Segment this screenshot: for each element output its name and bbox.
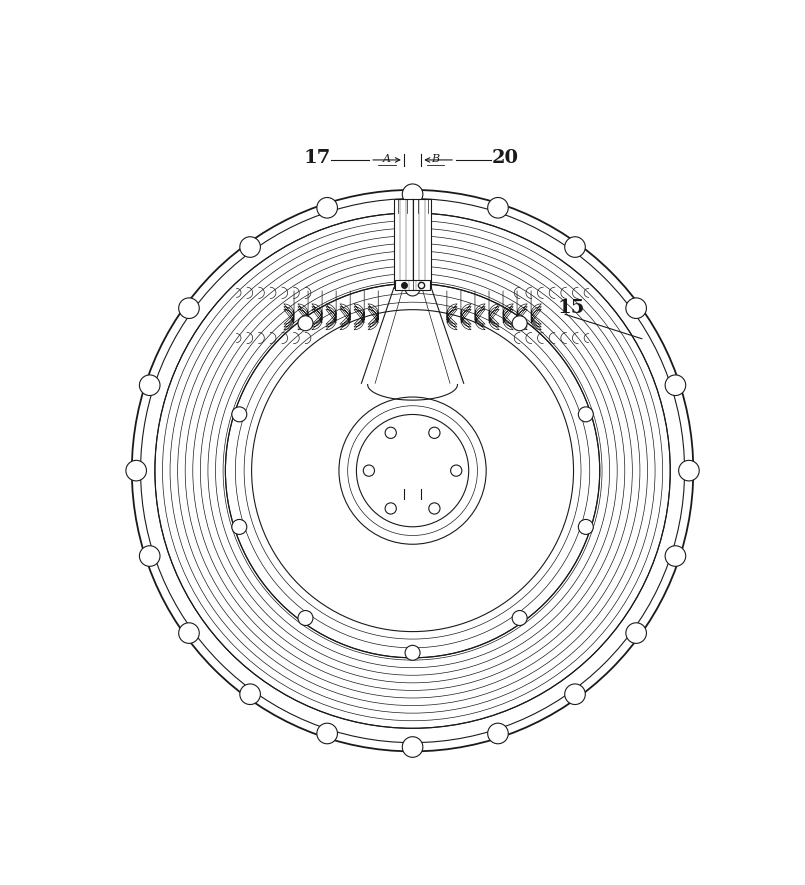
Circle shape [179,298,200,319]
Circle shape [298,611,313,626]
Circle shape [357,414,469,527]
Circle shape [679,460,700,481]
Polygon shape [395,281,430,289]
Text: A: A [382,154,390,164]
Circle shape [405,645,420,660]
Circle shape [665,546,686,566]
Circle shape [155,213,671,728]
Text: 20: 20 [491,149,518,167]
Circle shape [385,427,396,438]
Polygon shape [394,199,431,288]
Ellipse shape [368,353,457,385]
Text: B: B [431,489,439,498]
Circle shape [298,316,313,331]
Circle shape [363,465,374,476]
Circle shape [317,197,337,218]
Text: 18: 18 [312,481,339,498]
Text: 15: 15 [558,299,585,318]
Circle shape [240,684,260,704]
Circle shape [232,407,247,422]
Circle shape [625,623,646,643]
Circle shape [488,723,508,743]
Circle shape [512,611,527,626]
Circle shape [429,427,440,438]
Circle shape [578,407,593,422]
Circle shape [565,237,585,258]
Circle shape [139,375,160,396]
Circle shape [126,460,147,481]
Circle shape [179,623,200,643]
Text: 19: 19 [482,481,510,498]
Circle shape [402,184,423,204]
Circle shape [578,519,593,535]
Circle shape [451,465,462,476]
Circle shape [512,316,527,331]
Circle shape [385,503,396,514]
Circle shape [232,519,247,535]
Circle shape [665,375,686,396]
Circle shape [429,503,440,514]
Circle shape [317,723,337,743]
Circle shape [240,237,260,258]
Text: A: A [384,489,391,498]
Circle shape [405,281,420,296]
Circle shape [339,397,486,544]
Text: B: B [431,154,439,164]
Circle shape [225,283,600,658]
Text: 17: 17 [303,149,331,167]
Circle shape [139,546,160,566]
Circle shape [254,312,571,628]
Circle shape [565,684,585,704]
Circle shape [488,197,508,218]
Circle shape [625,298,646,319]
Circle shape [402,736,423,758]
